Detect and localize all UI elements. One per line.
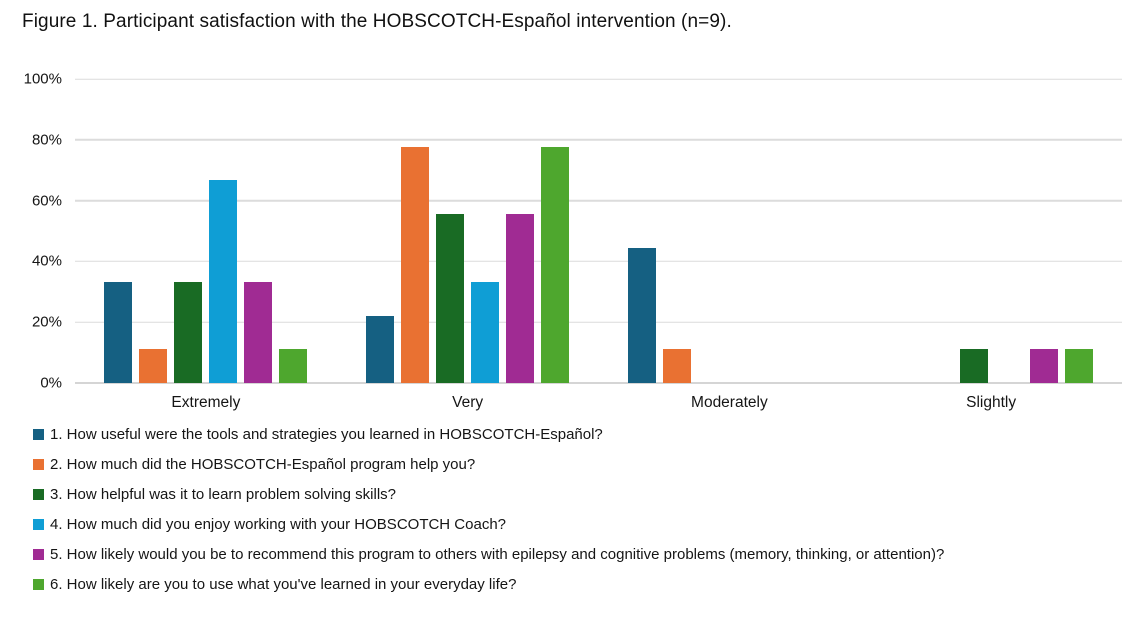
legend: 1. How useful were the tools and strateg… [33,419,1133,599]
bar [959,349,988,383]
legend-item: 3. How helpful was it to learn problem s… [33,479,1133,509]
bar [506,213,535,383]
legend-swatch-icon [33,578,44,590]
gridline [75,260,1122,263]
bar-group [75,79,337,383]
y-axis-tick-label: 40% [31,252,62,270]
legend-swatch-icon [33,488,44,500]
bar [471,281,500,383]
gridline [75,78,1122,80]
legend-label: 3. How helpful was it to learn problem s… [50,485,396,503]
legend-label: 2. How much did the HOBSCOTCH-Español pr… [50,455,476,473]
legend-swatch-icon [33,548,44,560]
y-axis: 0% 20% 40% 60% 80% 100% [0,72,62,391]
bar [541,146,570,383]
bar [1064,349,1093,383]
bar-group [337,79,599,383]
legend-swatch-icon [33,518,44,530]
gridline [75,321,1122,323]
gridline [75,199,1122,202]
bar [366,315,395,383]
x-axis-line [75,382,1122,384]
legend-label: 5. How likely would you be to recommend … [50,545,945,563]
bar [104,281,133,383]
bar [662,349,691,383]
y-axis-tick-label: 80% [31,131,62,149]
y-axis-tick-label: 0% [40,374,62,392]
bar [244,281,273,383]
x-axis: Extremely Very Moderately Slightly [75,394,1122,414]
figure-title: Figure 1. Participant satisfaction with … [22,11,732,32]
legend-swatch-icon [33,428,44,440]
y-axis-tick-label: 60% [31,192,62,210]
bar [174,281,203,383]
plot-area [75,78,1122,384]
x-axis-category-label: Very [452,394,484,411]
gridline [75,139,1122,141]
legend-label: 6. How likely are you to use what you've… [50,575,517,593]
bar [209,180,238,383]
y-axis-tick-label: 100% [23,70,62,88]
bar [401,146,430,383]
legend-item: 5. How likely would you be to recommend … [33,539,1133,569]
bar [139,349,168,383]
x-axis-category-label: Moderately [691,394,768,411]
legend-swatch-icon [33,458,44,470]
legend-item: 2. How much did the HOBSCOTCH-Español pr… [33,449,1133,479]
legend-label: 1. How useful were the tools and strateg… [50,425,603,443]
y-axis-tick-label: 20% [31,313,62,331]
legend-item: 4. How much did you enjoy working with y… [33,509,1133,539]
x-axis-category-label: Slightly [966,394,1017,411]
legend-label: 4. How much did you enjoy working with y… [50,515,507,533]
bar-group [599,79,861,383]
bar [627,248,656,383]
bar [1029,349,1058,383]
bar [436,213,465,383]
legend-item: 6. How likely are you to use what you've… [33,569,1133,599]
x-axis-category-label: Extremely [171,394,241,411]
legend-item: 1. How useful were the tools and strateg… [33,419,1133,449]
bar-group [860,79,1122,383]
bar [279,349,308,383]
